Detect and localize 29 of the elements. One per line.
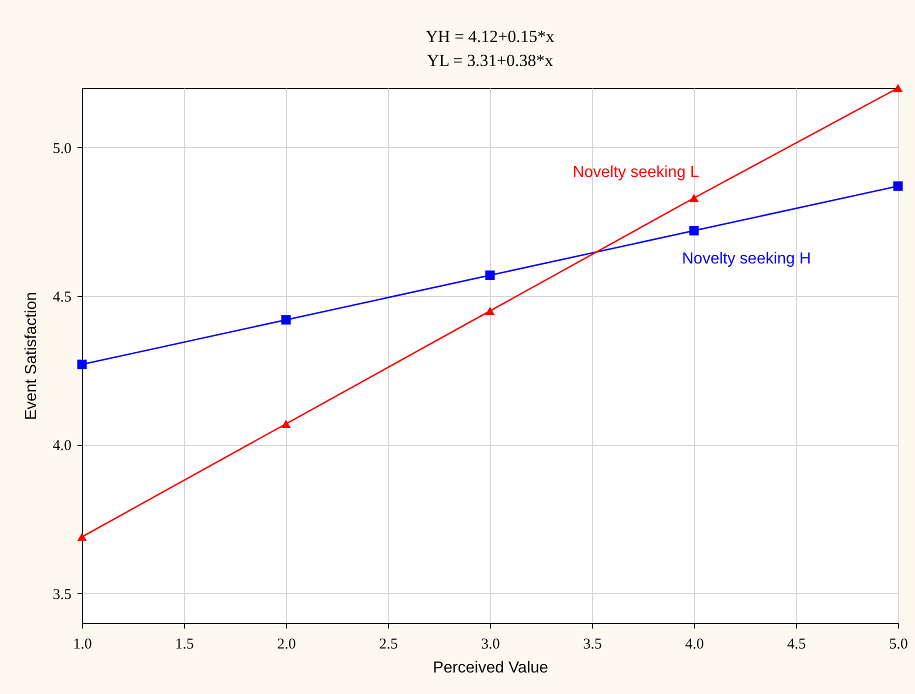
point <box>77 360 87 370</box>
x-tick-label: 3.0 <box>481 636 500 652</box>
point <box>893 84 903 92</box>
point <box>281 420 291 428</box>
x-tick-label: 1.5 <box>175 636 194 652</box>
text: YL = 3.31+0.38*x <box>426 50 554 70</box>
x-tick-label: 4.5 <box>787 636 806 652</box>
x-tick-label: 1.0 <box>73 636 92 652</box>
x-tick-label: 3.5 <box>583 636 602 652</box>
text: YH = 4.12+0.15*x <box>426 26 554 46</box>
y-tick-label: 3.5 <box>52 586 72 603</box>
x-tick-label: 2.5 <box>379 636 398 652</box>
point <box>281 315 291 325</box>
series-label: Novelty seeking H <box>682 250 811 268</box>
y-tick-label: 5.0 <box>52 140 72 157</box>
point <box>77 532 87 541</box>
y-tick-label: 4.0 <box>52 438 72 454</box>
point <box>893 181 903 191</box>
y-tick-label: 4.5 <box>52 290 72 306</box>
x-axis-title: Perceived Value <box>432 660 548 676</box>
x-tick-label: 4.0 <box>685 636 704 652</box>
point <box>689 194 699 202</box>
point <box>689 226 699 236</box>
point <box>485 270 495 280</box>
series-label: Novelty seeking L <box>572 164 700 181</box>
point <box>485 306 495 316</box>
x-tick-label: 5.0 <box>889 636 908 652</box>
x-tick-label: 2.0 <box>277 636 296 652</box>
y-axis-title: Event Satisfaction <box>22 292 40 420</box>
